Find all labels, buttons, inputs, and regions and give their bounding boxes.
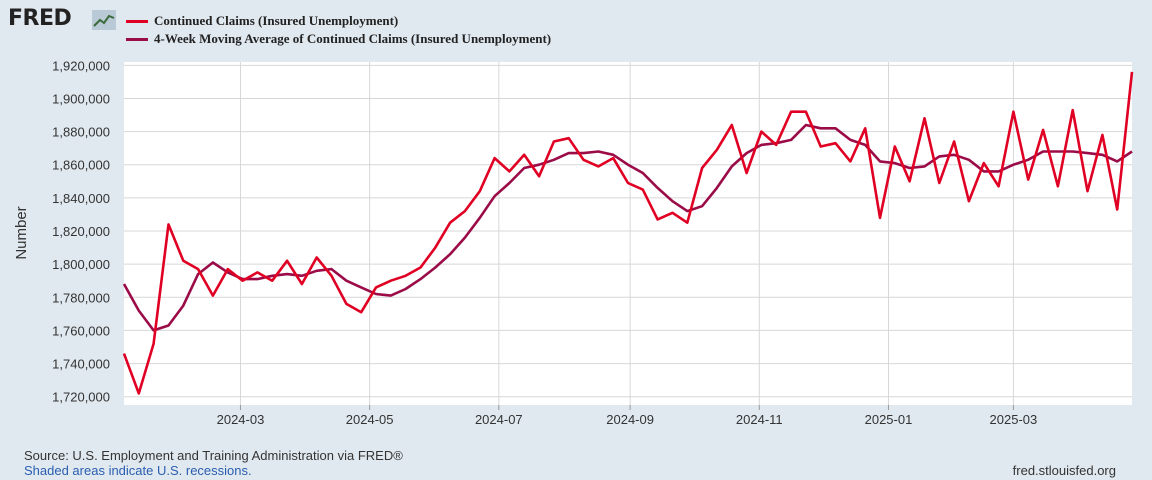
- y-tick-label: 1,900,000: [52, 91, 110, 106]
- legend-swatch-moving-average: [126, 37, 148, 41]
- y-tick-label: 1,800,000: [52, 257, 110, 272]
- series-lines: [122, 71, 1134, 395]
- x-tick-label: 2024-11: [736, 412, 783, 427]
- source-note: Source: U.S. Employment and Training Adm…: [24, 448, 403, 463]
- y-tick-label: 1,880,000: [52, 125, 110, 140]
- logo-text: FRED: [8, 6, 72, 31]
- x-tick-label: 2024-05: [346, 412, 394, 427]
- fred-logo[interactable]: FRED: [8, 6, 72, 31]
- x-tick-label: 2025-03: [990, 412, 1038, 427]
- y-tick-label: 1,720,000: [52, 390, 110, 405]
- x-tick-label: 2024-09: [606, 412, 654, 427]
- y-tick-label: 1,920,000: [52, 58, 110, 73]
- y-tick-label: 1,820,000: [52, 224, 110, 239]
- x-tick-label: 2024-03: [217, 412, 265, 427]
- x-tick-label: 2025-01: [865, 412, 913, 427]
- footer-notes: Source: U.S. Employment and Training Adm…: [24, 448, 403, 478]
- series-line-continued-claims[interactable]: [122, 71, 1134, 395]
- y-axis-label: Number: [13, 206, 30, 259]
- plot-area: [124, 62, 1132, 405]
- chart-line-icon: [92, 10, 116, 30]
- y-tick-label: 1,840,000: [52, 191, 110, 206]
- y-tick-label: 1,760,000: [52, 323, 110, 338]
- site-link[interactable]: fred.stlouisfed.org: [1012, 463, 1116, 478]
- legend-item-moving-average[interactable]: 4-Week Moving Average of Continued Claim…: [126, 30, 551, 48]
- recession-note[interactable]: Shaded areas indicate U.S. recessions.: [24, 463, 252, 478]
- legend-swatch-continued-claims: [126, 19, 148, 23]
- x-tick-label: 2024-07: [475, 412, 523, 427]
- y-axis-tick-labels: 1,720,000 1,740,000 1,760,000 1,780,000 1,80…: [52, 58, 110, 404]
- y-tick-label: 1,860,000: [52, 158, 110, 173]
- legend-item-continued-claims[interactable]: Continued Claims (Insured Unemployment): [126, 12, 551, 30]
- legend-label-moving-average: 4-Week Moving Average of Continued Claim…: [154, 31, 552, 46]
- legend-label-continued-claims: Continued Claims (Insured Unemployment): [154, 13, 399, 28]
- y-tick-label: 1,780,000: [52, 290, 110, 305]
- x-axis-tick-labels: 2024-03 2024-05 2024-07 2024-09 2024-11 2025-…: [217, 412, 1038, 427]
- grid: [124, 62, 1132, 410]
- y-tick-label: 1,740,000: [52, 357, 110, 372]
- legend: Continued Claims (Insured Unemployment) …: [126, 12, 551, 48]
- series-line-moving-average[interactable]: [122, 123, 1133, 332]
